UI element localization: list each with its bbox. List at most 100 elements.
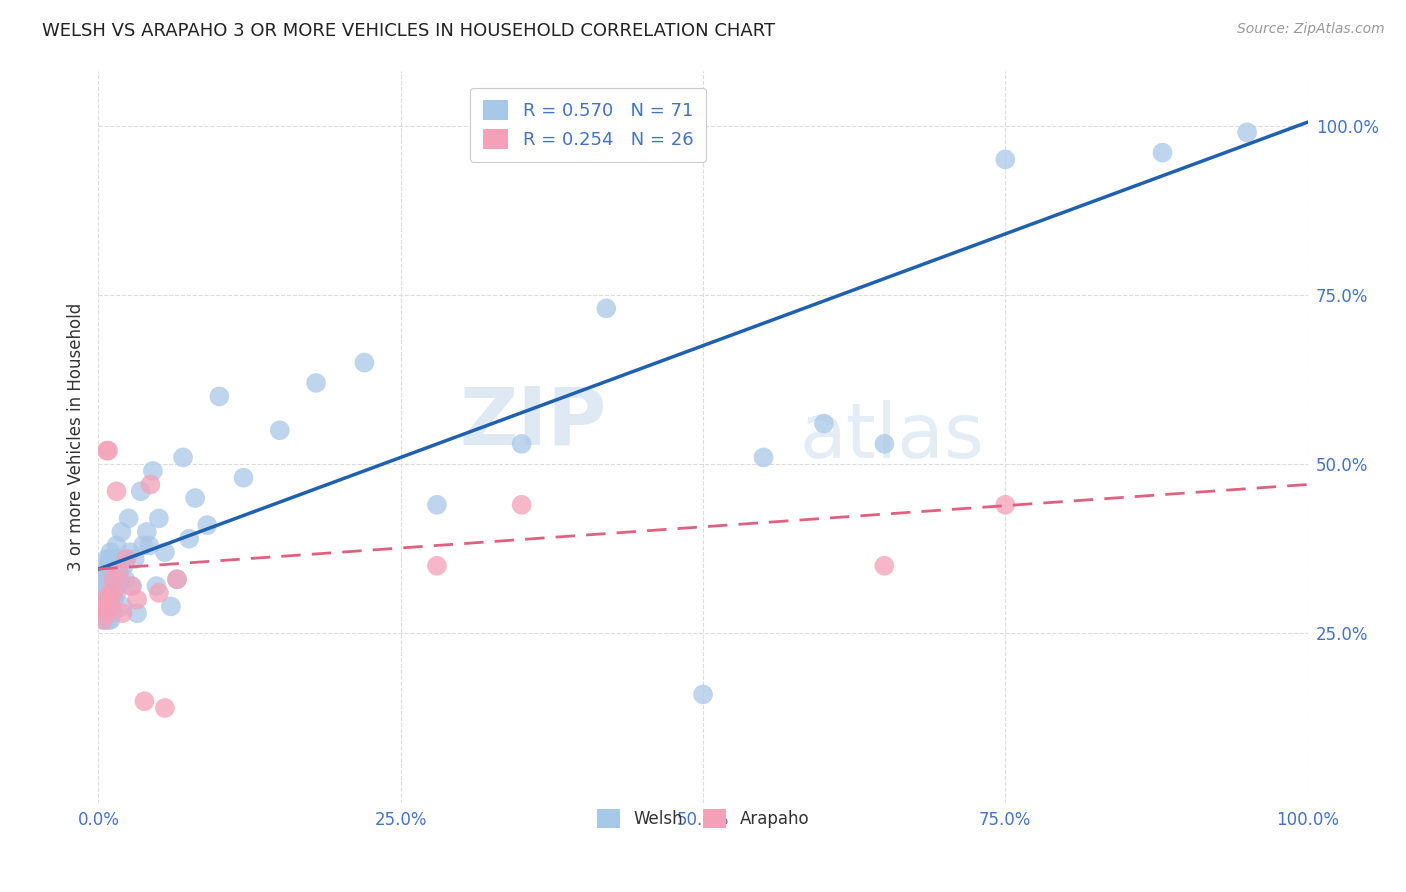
Point [127, 592, 149, 607]
Point [91, 606, 114, 620]
Point [138, 538, 160, 552]
Point [100, 566, 122, 580]
Point [179, 532, 201, 546]
Point [100, 592, 122, 607]
Point [132, 538, 155, 552]
Point [510, 437, 533, 451]
Point [107, 572, 129, 586]
Point [93, 592, 115, 607]
Point [121, 579, 143, 593]
Point [135, 524, 157, 539]
Point [148, 511, 170, 525]
Text: WELSH VS ARAPAHO 3 OR MORE VEHICLES IN HOUSEHOLD CORRELATION CHART: WELSH VS ARAPAHO 3 OR MORE VEHICLES IN H… [42, 22, 775, 40]
Point [142, 464, 165, 478]
Point [353, 355, 375, 369]
Point [595, 301, 617, 316]
Point [108, 572, 131, 586]
Point [752, 450, 775, 465]
Point [105, 484, 128, 499]
Point [118, 545, 141, 559]
Point [153, 701, 176, 715]
Point [97, 558, 120, 573]
Point [96, 606, 118, 620]
Point [1152, 145, 1174, 160]
Legend: Welsh, Arapaho: Welsh, Arapaho [591, 803, 815, 835]
Point [120, 579, 142, 593]
Point [115, 552, 138, 566]
Point [98, 592, 121, 607]
Point [98, 552, 121, 566]
Point [148, 586, 170, 600]
Point [110, 524, 132, 539]
Point [101, 606, 124, 620]
Point [93, 613, 115, 627]
Point [103, 586, 125, 600]
Point [134, 694, 156, 708]
Point [166, 572, 188, 586]
Point [115, 552, 138, 566]
Point [96, 552, 118, 566]
Point [813, 417, 835, 431]
Point [98, 579, 121, 593]
Point [112, 558, 135, 573]
Point [96, 586, 118, 600]
Point [510, 498, 533, 512]
Point [94, 566, 117, 580]
Point [160, 599, 183, 614]
Point [101, 572, 124, 586]
Point [100, 558, 122, 573]
Point [100, 613, 122, 627]
Point [232, 471, 254, 485]
Point [426, 558, 449, 573]
Point [100, 599, 122, 614]
Point [1236, 125, 1258, 139]
Point [305, 376, 328, 390]
Point [98, 599, 121, 614]
Point [873, 437, 896, 451]
Point [94, 606, 117, 620]
Point [145, 579, 167, 593]
Point [426, 498, 449, 512]
Point [269, 423, 291, 437]
Point [96, 443, 118, 458]
Point [91, 613, 114, 627]
Point [166, 572, 188, 586]
Text: ZIP: ZIP [458, 384, 606, 461]
Point [101, 572, 124, 586]
Point [118, 511, 141, 525]
Point [184, 491, 207, 505]
Point [172, 450, 194, 465]
Point [105, 586, 128, 600]
Point [127, 606, 149, 620]
Point [105, 538, 128, 552]
Point [103, 552, 125, 566]
Point [93, 579, 115, 593]
Point [111, 606, 134, 620]
Point [994, 153, 1017, 167]
Point [124, 552, 146, 566]
Point [195, 518, 218, 533]
Point [139, 477, 162, 491]
Point [100, 586, 122, 600]
Point [114, 572, 136, 586]
Point [994, 498, 1017, 512]
Point [873, 558, 896, 573]
Point [104, 579, 127, 593]
Point [108, 566, 131, 580]
Point [97, 443, 120, 458]
Point [91, 572, 114, 586]
Point [100, 586, 122, 600]
Point [108, 552, 131, 566]
Point [692, 688, 714, 702]
Point [129, 484, 152, 499]
Point [94, 599, 117, 614]
Text: Source: ZipAtlas.com: Source: ZipAtlas.com [1237, 22, 1385, 37]
Point [100, 545, 122, 559]
Point [91, 599, 114, 614]
Point [153, 545, 176, 559]
Point [111, 599, 134, 614]
Point [103, 592, 125, 607]
Point [97, 613, 120, 627]
Y-axis label: 3 or more Vehicles in Household: 3 or more Vehicles in Household [66, 303, 84, 571]
Point [91, 592, 114, 607]
